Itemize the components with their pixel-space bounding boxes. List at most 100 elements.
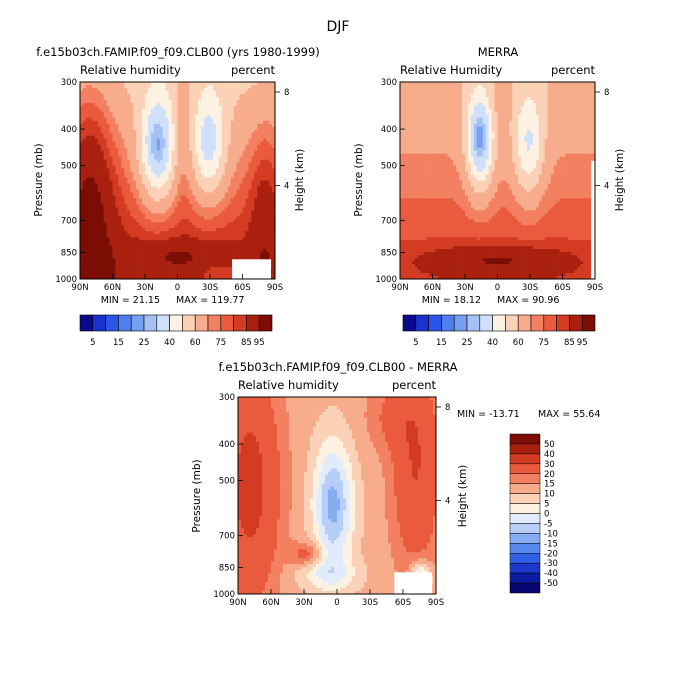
contour-cell [228, 118, 231, 121]
contour-cell [151, 133, 154, 136]
contour-cell [222, 192, 225, 195]
contour-cell [142, 100, 145, 103]
contour-cell [213, 219, 216, 222]
contour-cell [195, 157, 198, 160]
contour-cell [95, 222, 98, 225]
contour-cell [568, 94, 571, 97]
contour-cell [136, 270, 139, 273]
contour-cell [104, 139, 107, 142]
contour-cell [101, 130, 104, 133]
contour-cell [92, 231, 95, 234]
contour-cell [107, 136, 110, 139]
contour-cell [136, 204, 139, 207]
contour-cell [115, 213, 118, 216]
contour-cell [154, 225, 157, 228]
contour-cell [169, 258, 172, 261]
contour-cell [118, 252, 121, 255]
contour-cell [118, 103, 121, 106]
contour-cell [228, 178, 231, 181]
contour-cell [189, 192, 192, 195]
contour-cell [234, 207, 237, 210]
contour-cell [251, 192, 254, 195]
contour-cell [160, 273, 163, 276]
contour-cell [186, 178, 189, 181]
contour-cell [418, 103, 421, 106]
contour-cell [228, 130, 231, 133]
contour-cell [115, 252, 118, 255]
contour-cell [145, 246, 148, 249]
contour-cell [257, 246, 260, 249]
contour-cell [245, 213, 248, 216]
contour-cell [101, 228, 104, 231]
contour-cell [243, 139, 246, 142]
contour-cell [243, 109, 246, 112]
contour-cell [228, 219, 231, 222]
contour-cell [477, 91, 480, 94]
contour-cell [166, 88, 169, 91]
contour-cell [551, 97, 554, 100]
contour-cell [245, 166, 248, 169]
contour-cell [133, 252, 136, 255]
contour-cell [231, 124, 234, 127]
contour-cell [169, 216, 172, 219]
contour-cell [154, 246, 157, 249]
contour-cell [172, 169, 175, 172]
contour-cell [459, 100, 462, 103]
contour-cell [180, 88, 183, 91]
contour-cell [263, 106, 266, 109]
contour-cell [130, 213, 133, 216]
contour-cell [465, 85, 468, 88]
contour-cell [192, 231, 195, 234]
contour-cell [189, 210, 192, 213]
contour-cell [465, 100, 468, 103]
contour-cell [204, 145, 207, 148]
contour-cell [101, 109, 104, 112]
contour-cell [231, 106, 234, 109]
contour-cell [142, 88, 145, 91]
y-tick-label: 300 [61, 78, 77, 88]
contour-cell [180, 261, 183, 264]
contour-cell [133, 213, 136, 216]
contour-cell [92, 183, 95, 186]
contour-cell [92, 121, 95, 124]
contour-cell [245, 192, 248, 195]
contour-cell [121, 189, 124, 192]
contour-cell [180, 219, 183, 222]
contour-cell [263, 240, 266, 243]
contour-cell [210, 255, 213, 258]
contour-cell [204, 225, 207, 228]
contour-cell [245, 195, 248, 198]
contour-cell [83, 142, 86, 145]
contour-cell [219, 178, 222, 181]
contour-cell [151, 109, 154, 112]
contour-cell [104, 225, 107, 228]
contour-cell [130, 249, 133, 252]
contour-cell [266, 189, 269, 192]
contour-cell [89, 255, 92, 258]
contour-cell [101, 115, 104, 118]
contour-cell [495, 106, 498, 109]
contour-cell [130, 273, 133, 276]
contour-cell [498, 100, 501, 103]
contour-cell [201, 109, 204, 112]
contour-cell [136, 139, 139, 142]
contour-cell [210, 97, 213, 100]
contour-cell [118, 195, 121, 198]
contour-cell [151, 198, 154, 201]
contour-cell [98, 270, 101, 273]
contour-cell [139, 207, 142, 210]
contour-cell [86, 127, 89, 130]
contour-cell [438, 106, 441, 109]
contour-cell [148, 270, 151, 273]
contour-cell [166, 157, 169, 160]
contour-cell [459, 103, 462, 106]
contour-cell [216, 100, 219, 103]
contour-cell [237, 133, 240, 136]
contour-cell [565, 100, 568, 103]
contour-cell [228, 136, 231, 139]
contour-cell [548, 103, 551, 106]
contour-cell [459, 85, 462, 88]
contour-cell [130, 133, 133, 136]
contour-cell [189, 240, 192, 243]
contour-cell [186, 91, 189, 94]
